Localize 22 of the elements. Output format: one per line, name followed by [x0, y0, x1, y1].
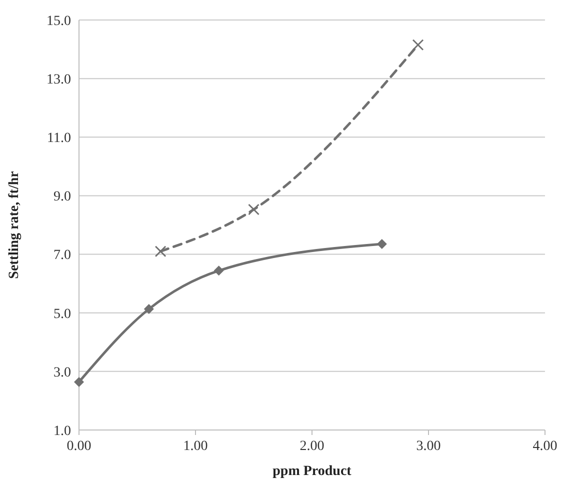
x-tick-label: 3.00	[416, 439, 441, 454]
y-tick-label: 9.0	[54, 190, 71, 205]
y-tick-label: 15.0	[46, 14, 71, 29]
y-tick-label: 5.0	[54, 306, 71, 322]
point	[248, 204, 260, 216]
x-tick-label: 2.00	[300, 439, 324, 454]
x-axis-title: ppm Product	[272, 464, 352, 479]
x-tick-label: 0.00	[66, 439, 92, 454]
y-tick-label: 3.0	[54, 365, 71, 380]
point	[154, 246, 166, 258]
point	[412, 39, 424, 51]
y-tick-label: 13.0	[46, 72, 71, 88]
y-tick-label: 7.0	[54, 248, 71, 264]
point	[376, 239, 387, 250]
x-tick-label: 1.00	[183, 439, 208, 454]
y-tick-label: 1.0	[54, 424, 71, 439]
point	[214, 266, 224, 276]
y-tick-label: 11.0	[47, 131, 71, 146]
point	[74, 376, 84, 387]
x-tick-label: 4.00	[532, 439, 558, 454]
y-axis-title: Settling rate, ft/hr	[7, 171, 22, 279]
point	[144, 304, 154, 314]
